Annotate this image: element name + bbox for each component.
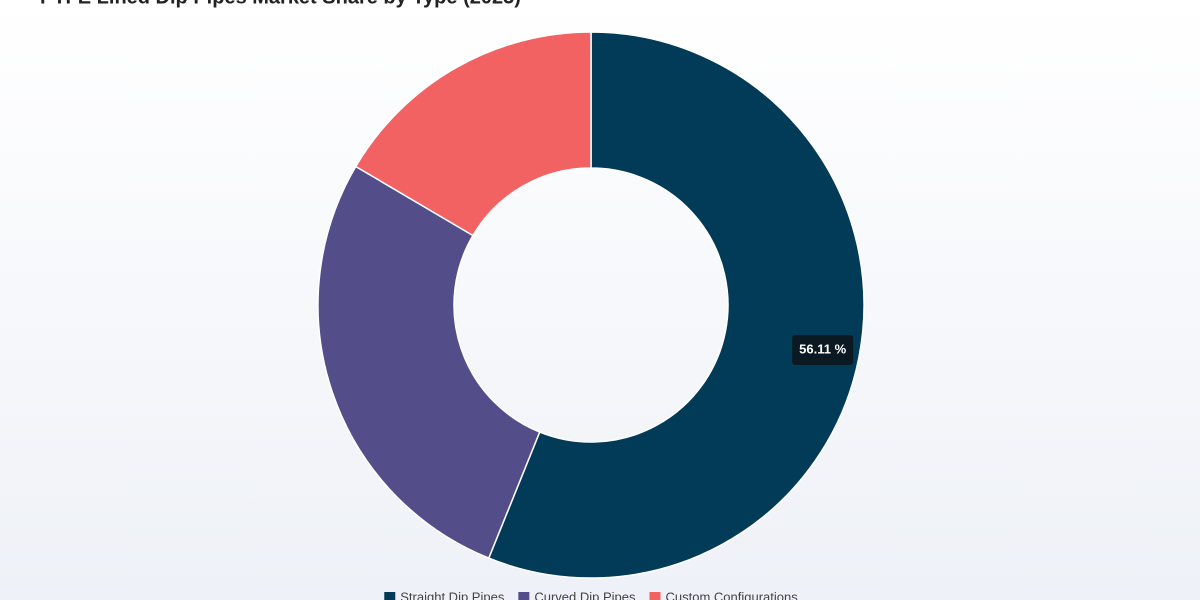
value-label-group: 56.11 % bbox=[792, 335, 854, 366]
value-label: 56.11 % bbox=[799, 341, 846, 356]
slice bbox=[354, 31, 592, 237]
value-label-box bbox=[792, 335, 854, 366]
legend-swatch bbox=[518, 592, 530, 600]
legend-label: Custom Configurations bbox=[665, 589, 798, 600]
legend-swatch bbox=[649, 592, 661, 600]
slice bbox=[487, 31, 865, 579]
legend-swatch bbox=[384, 592, 396, 600]
legend-label: Curved Dip Pipes bbox=[534, 589, 636, 600]
slice bbox=[317, 165, 541, 560]
chart-title: PTFE Lined Dip Pipes Market Share by Typ… bbox=[40, 0, 521, 8]
legend-label: Straight Dip Pipes bbox=[400, 589, 505, 600]
